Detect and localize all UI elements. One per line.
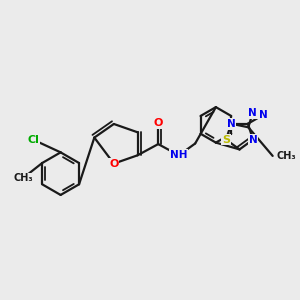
Text: O: O bbox=[109, 159, 119, 169]
Text: S: S bbox=[222, 135, 230, 145]
Text: Cl: Cl bbox=[27, 135, 39, 145]
Text: CH₃: CH₃ bbox=[276, 151, 296, 161]
Text: O: O bbox=[154, 118, 163, 128]
Text: N: N bbox=[227, 119, 236, 129]
Text: NH: NH bbox=[170, 150, 188, 160]
Text: CH₃: CH₃ bbox=[13, 173, 33, 183]
Text: N: N bbox=[259, 110, 268, 120]
Text: N: N bbox=[249, 135, 257, 145]
Text: N: N bbox=[248, 108, 257, 118]
